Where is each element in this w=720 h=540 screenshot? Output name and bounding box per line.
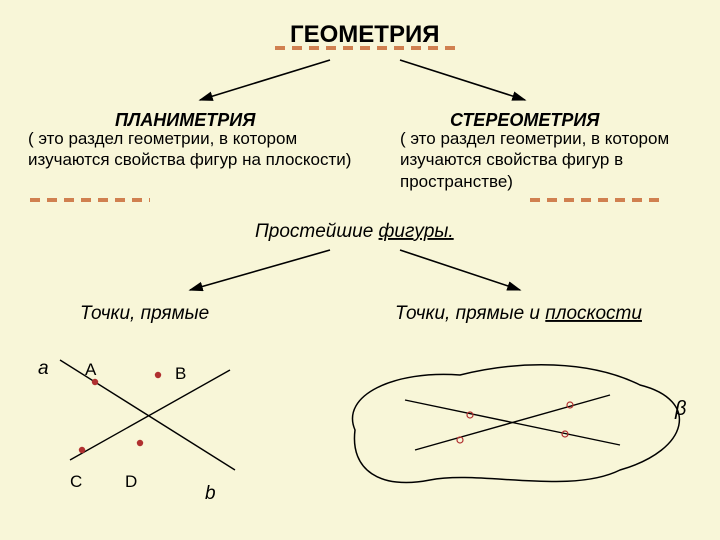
right-fig-beta: β — [674, 398, 686, 420]
left-fig-label-b: b — [205, 483, 216, 504]
subtitle-figures: Простейшие фигуры. — [255, 221, 454, 242]
point-label-B: B — [175, 364, 186, 383]
point-label-A: A — [85, 360, 97, 379]
point-D — [137, 440, 143, 446]
point-label-D: D — [125, 472, 137, 491]
point-label-C: C — [70, 472, 82, 491]
planimetry-body: ( это раздел геометрии, в котором изучаю… — [28, 128, 358, 171]
stereometry-body-wrap: ( это раздел геометрии, в котором изучаю… — [400, 128, 700, 208]
right-sub-label: Точки, прямые и плоскости — [395, 303, 642, 324]
stereometry-heading: СТЕРЕОМЕТРИЯ — [450, 110, 600, 130]
point-A — [92, 379, 98, 385]
point-C — [79, 447, 85, 453]
stereometry-body: ( это раздел геометрии, в котором изучаю… — [400, 128, 700, 192]
left-sub-label: Точки, прямые — [80, 303, 209, 324]
left-fig-label-a: a — [38, 358, 49, 379]
planimetry-heading: ПЛАНИМЕТРИЯ — [115, 110, 256, 130]
point-B — [155, 372, 161, 378]
planimetry-body-wrap: ( это раздел геометрии, в котором изучаю… — [28, 128, 358, 208]
main-title: ГЕОМЕТРИЯ — [290, 21, 439, 48]
background — [0, 0, 720, 540]
diagram-canvas: ГЕОМЕТРИЯ ПЛАНИМЕТРИЯ ( это раздел геоме… — [0, 0, 720, 540]
